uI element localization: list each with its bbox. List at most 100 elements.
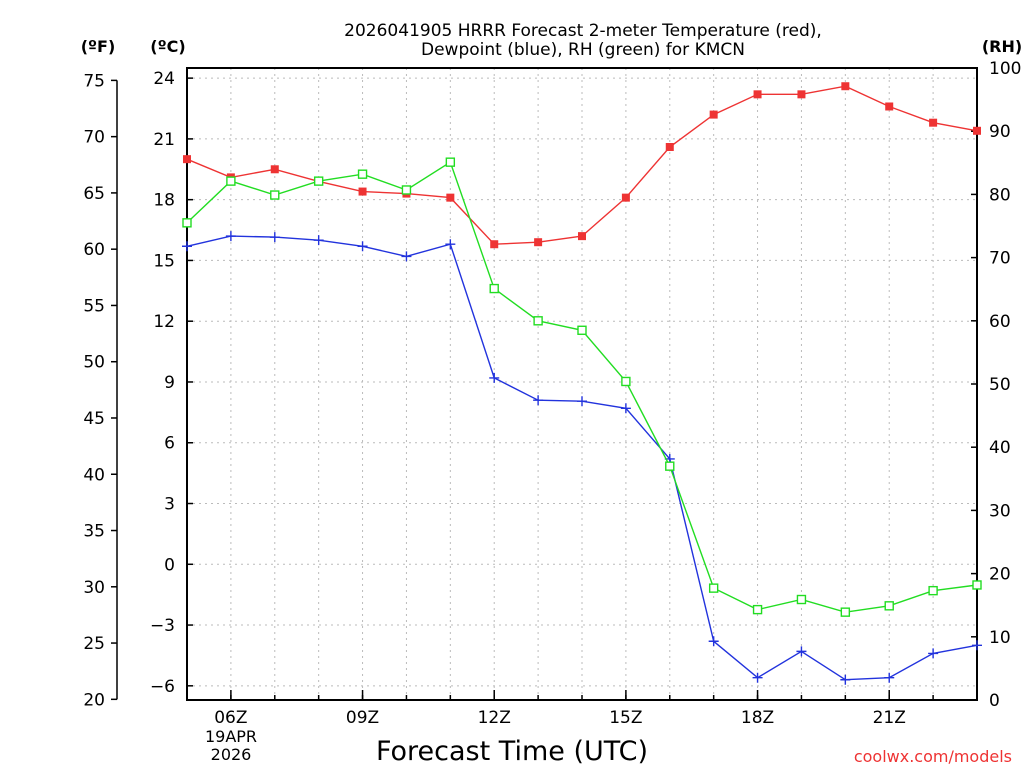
fahrenheit-tick-label: 50: [83, 353, 105, 373]
temperature-point: [797, 90, 806, 99]
dewpoint-point: [401, 251, 412, 262]
fahrenheit-tick-label: 70: [83, 128, 105, 148]
dewpoint-point: [357, 241, 368, 252]
temperature-point: [578, 232, 586, 241]
rh-unit-label: (RH): [982, 37, 1022, 56]
dewpoint-point: [620, 403, 631, 414]
x-tick-label: 06Z: [214, 708, 247, 728]
rh-tick-label: 40: [989, 438, 1011, 458]
rh-tick-label: 50: [989, 375, 1011, 395]
temperature-point: [885, 102, 894, 111]
fahrenheit-tick-label: 65: [83, 184, 105, 204]
temperature-point: [929, 118, 938, 127]
celsius-tick-label: 0: [164, 555, 175, 575]
date-day-label: 19APR: [205, 727, 257, 746]
dewpoint-point: [313, 235, 324, 246]
rh-point: [357, 169, 368, 179]
temperature-point: [621, 193, 630, 202]
rh-tick-label: 20: [989, 565, 1011, 585]
fahrenheit-tick-label: 75: [83, 71, 105, 91]
chart-title-line-2: Dewpoint (blue), RH (green) for KMCN: [421, 40, 745, 60]
rh-point: [972, 580, 982, 590]
temperature-point: [753, 90, 762, 99]
x-axis-title: Forecast Time (UTC): [376, 736, 648, 767]
celsius-tick-label: 9: [164, 373, 175, 393]
rh-point: [708, 583, 719, 593]
rh-tick-label: 30: [989, 501, 1011, 521]
rh-point: [226, 176, 236, 186]
temperature-point: [665, 143, 674, 151]
date-year-label: 2026: [211, 745, 252, 764]
celsius-tick-label: 15: [153, 251, 175, 271]
credit-text: coolwx.com/models: [854, 747, 1012, 766]
dewpoint-point: [225, 231, 236, 242]
fahrenheit-tick-label: 35: [83, 522, 105, 542]
dewpoint-point: [269, 232, 280, 243]
dewpoint-point: [182, 241, 192, 252]
temperature-point: [183, 155, 191, 164]
fahrenheit-tick-label: 30: [83, 578, 105, 598]
rh-tick-label: 10: [989, 628, 1011, 648]
x-tick-label: 18Z: [741, 708, 774, 728]
celsius-tick-label: 24: [153, 69, 175, 89]
fahrenheit-tick-label: 40: [83, 465, 105, 485]
grid-lines: [187, 68, 977, 700]
data-series: [182, 82, 982, 685]
celsius-tick-label: 3: [164, 495, 175, 515]
rh-tick-label: 80: [989, 185, 1011, 205]
rh-point: [752, 604, 763, 615]
dewpoint-point: [577, 396, 587, 407]
dewpoint-point: [972, 640, 982, 651]
axes: 75706560555045403530252024211815129630−3…: [83, 59, 1021, 728]
celsius-tick-label: 18: [153, 191, 175, 211]
rh-tick-label: 0: [989, 691, 1000, 711]
rh-point: [884, 601, 894, 611]
dewpoint-point: [752, 672, 763, 683]
fahrenheit-tick-label: 25: [83, 634, 105, 654]
chart-title-line-1: 2026041905 HRRR Forecast 2-meter Tempera…: [344, 21, 822, 41]
temperature-point: [358, 187, 367, 196]
fahrenheit-tick-label: 60: [83, 240, 105, 260]
celsius-tick-label: 6: [164, 434, 175, 454]
rh-point: [665, 461, 675, 471]
rh-point: [577, 325, 587, 335]
rh-point: [182, 218, 192, 228]
temperature-point: [490, 240, 499, 249]
rh-point: [401, 185, 412, 195]
temperature-point: [270, 165, 279, 174]
rh-point: [445, 157, 456, 167]
rh-point: [489, 283, 499, 294]
dewpoint-point: [928, 648, 939, 659]
rh-point: [928, 585, 938, 596]
celsius-tick-label: −3: [150, 616, 175, 636]
fahrenheit-tick-label: 45: [83, 409, 105, 429]
dewpoint-point: [533, 395, 544, 406]
dewpoint-point: [884, 672, 895, 683]
dewpoint-point: [445, 239, 456, 250]
celsius-tick-label: −6: [150, 677, 175, 697]
celsius-unit-label: (ºC): [150, 37, 185, 56]
celsius-tick-label: 12: [153, 312, 175, 332]
celsius-tick-label: 21: [153, 130, 175, 150]
rh-tick-label: 100: [989, 59, 1021, 79]
dewpoint-point: [708, 636, 719, 647]
plot-frame: [186, 67, 978, 701]
rh-tick-label: 90: [989, 122, 1011, 142]
temperature-point: [841, 82, 850, 91]
dewpoint-point: [796, 646, 807, 657]
rh-point: [270, 190, 280, 200]
fahrenheit-unit-label: (ºF): [81, 37, 116, 56]
rh-point: [796, 594, 807, 605]
rh-tick-label: 70: [989, 249, 1011, 269]
temperature-point: [534, 238, 543, 247]
chart-labels: 2026041905 HRRR Forecast 2-meter Tempera…: [81, 21, 1022, 767]
temperature-point: [446, 193, 455, 202]
rh-point: [840, 607, 851, 617]
fahrenheit-tick-label: 20: [83, 690, 105, 710]
rh-point: [621, 376, 631, 387]
x-tick-label: 09Z: [346, 708, 379, 728]
temperature-point: [709, 110, 718, 119]
x-tick-label: 12Z: [478, 708, 511, 728]
dewpoint-point: [840, 674, 851, 685]
